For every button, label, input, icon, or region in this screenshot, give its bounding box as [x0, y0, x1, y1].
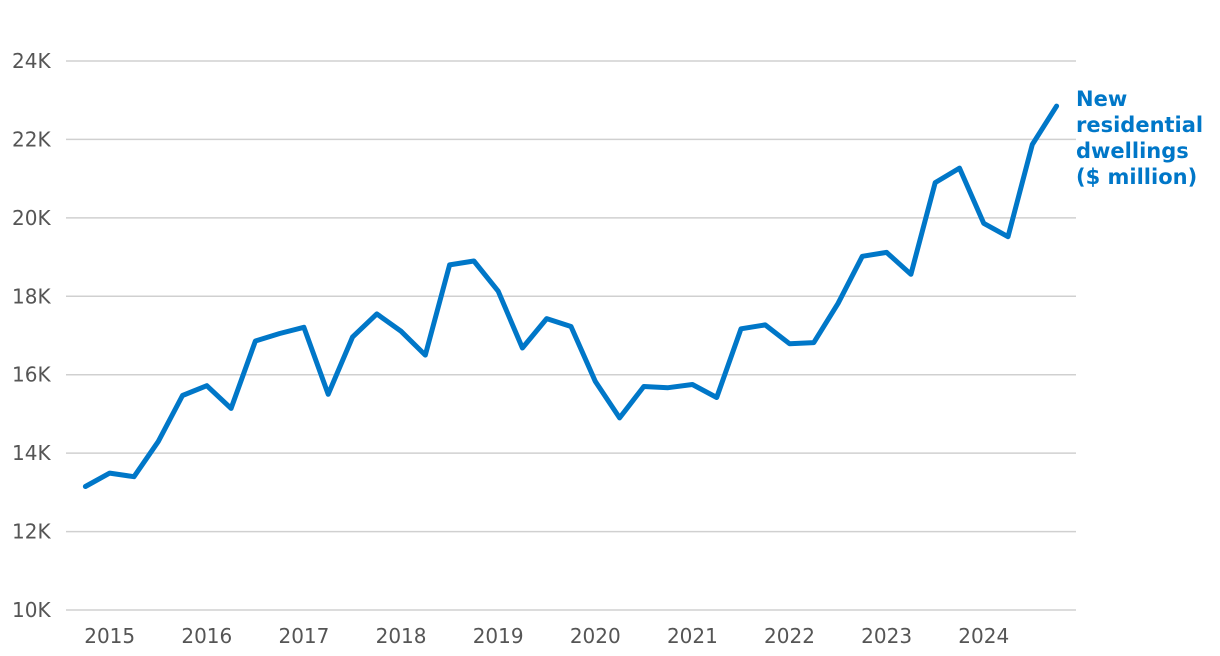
series-label-line: ($ million) — [1076, 165, 1197, 189]
x-tick-label: 2015 — [84, 624, 135, 648]
y-tick-label: 10K — [12, 598, 51, 622]
y-tick-label: 20K — [12, 206, 51, 230]
series-layer — [82, 103, 1060, 489]
gridlines — [66, 60, 1076, 611]
x-tick-label: 2019 — [473, 624, 524, 648]
y-tick-label: 22K — [12, 127, 51, 151]
x-tick-label: 2016 — [181, 624, 232, 648]
y-axis-tick-labels: 10K 12K 14K 16K 18K 20K 22K 24K — [12, 49, 51, 622]
y-tick-label: 14K — [12, 441, 51, 465]
x-tick-label: 2017 — [278, 624, 329, 648]
series-label-line: residential — [1076, 113, 1203, 137]
series-label: New residential dwellings ($ million) — [1076, 87, 1203, 189]
x-tick-label: 2023 — [861, 624, 912, 648]
x-tick-label: 2020 — [570, 624, 621, 648]
y-tick-label: 16K — [12, 363, 51, 387]
series-labels: New residential dwellings ($ million) — [1076, 87, 1203, 189]
x-axis-tick-labels: 2015 2016 2017 2018 2019 2020 2021 2022 2023 2024 — [84, 624, 1009, 648]
x-tick-label: 2022 — [764, 624, 815, 648]
y-tick-label: 18K — [12, 284, 51, 308]
series-label-line: New — [1076, 87, 1127, 111]
series-line — [82, 103, 1060, 489]
x-tick-label: 2018 — [376, 624, 427, 648]
x-tick-label: 2021 — [667, 624, 718, 648]
y-tick-label: 12K — [12, 520, 51, 544]
x-tick-label: 2024 — [958, 624, 1009, 648]
y-tick-label: 24K — [12, 49, 51, 73]
series-label-line: dwellings — [1076, 139, 1189, 163]
